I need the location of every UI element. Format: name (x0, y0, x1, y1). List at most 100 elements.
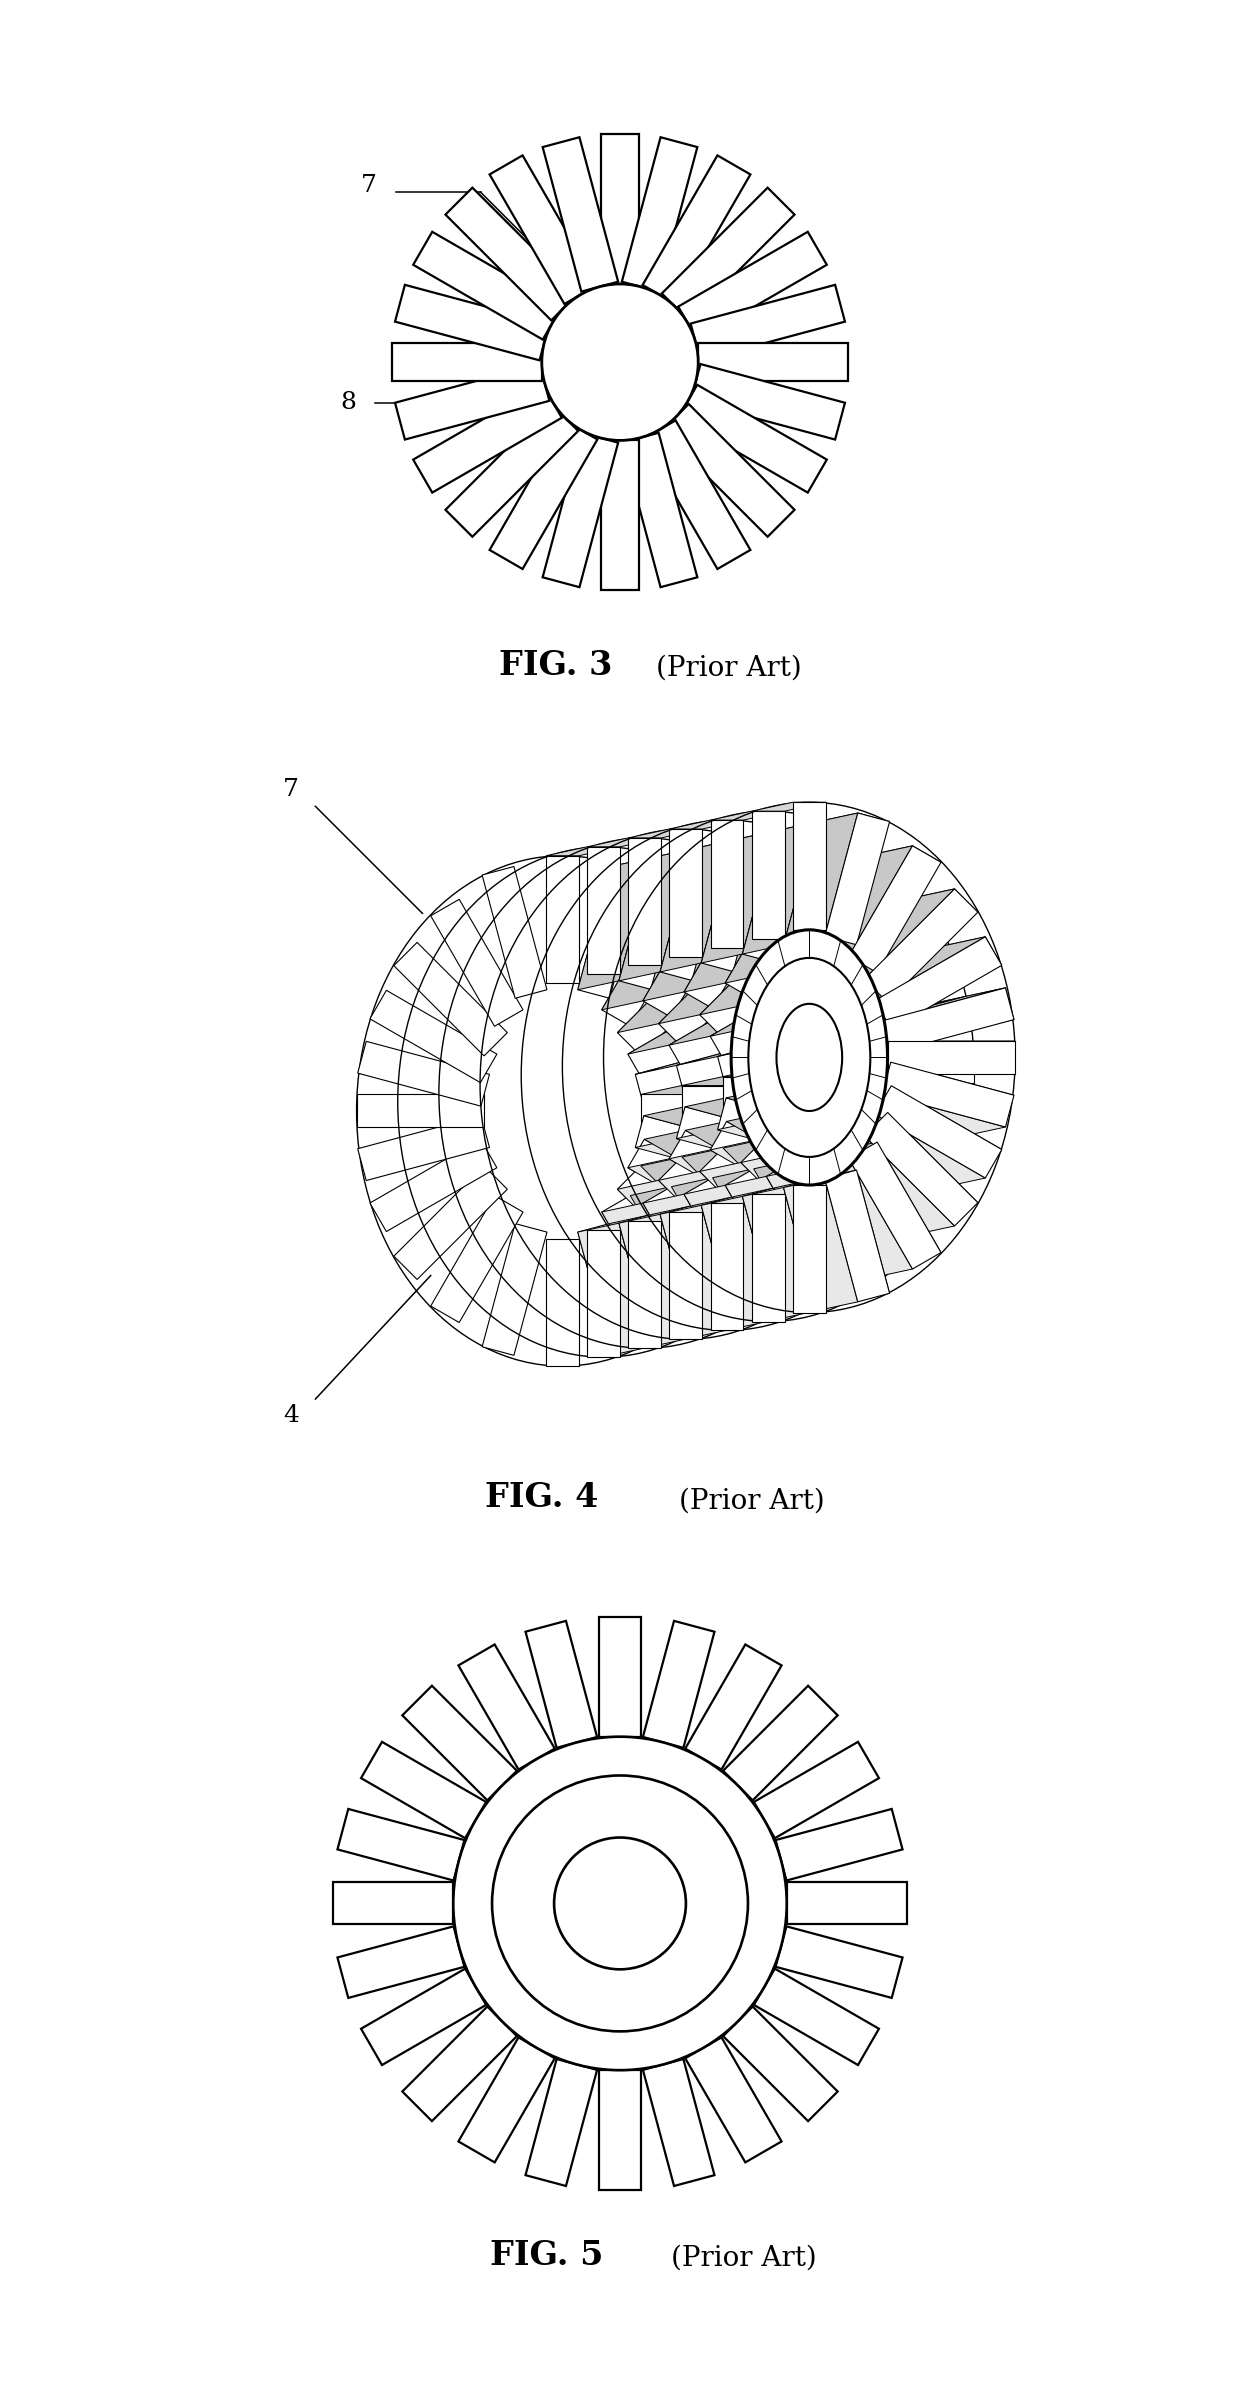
Polygon shape (578, 1224, 642, 1355)
Polygon shape (841, 1014, 890, 1055)
Polygon shape (678, 384, 827, 492)
Polygon shape (754, 1160, 858, 1279)
Polygon shape (782, 1131, 895, 1243)
Polygon shape (660, 840, 734, 971)
Polygon shape (768, 1105, 920, 1176)
Polygon shape (699, 923, 813, 1038)
Polygon shape (733, 1188, 807, 1319)
Polygon shape (823, 890, 955, 988)
Polygon shape (711, 811, 785, 821)
Polygon shape (601, 1195, 694, 1322)
Polygon shape (805, 1059, 932, 1093)
Polygon shape (823, 897, 936, 1012)
Polygon shape (361, 1742, 486, 1837)
Polygon shape (782, 897, 914, 997)
Polygon shape (734, 830, 807, 849)
Polygon shape (792, 1186, 826, 1312)
Polygon shape (751, 964, 878, 1057)
Polygon shape (658, 1172, 790, 1269)
Polygon shape (370, 1138, 497, 1231)
Polygon shape (684, 873, 789, 993)
Polygon shape (872, 897, 936, 931)
Polygon shape (670, 981, 796, 1074)
Polygon shape (776, 1809, 903, 1880)
Polygon shape (792, 954, 920, 1047)
Polygon shape (699, 1162, 831, 1262)
Polygon shape (578, 866, 642, 997)
Polygon shape (862, 954, 920, 993)
Circle shape (542, 284, 698, 441)
Polygon shape (784, 821, 848, 954)
Polygon shape (766, 854, 872, 973)
Text: 7: 7 (361, 174, 376, 198)
Polygon shape (768, 1081, 931, 1121)
Text: FIG. 5: FIG. 5 (490, 2238, 603, 2271)
Polygon shape (718, 1014, 882, 1057)
Polygon shape (621, 432, 697, 587)
Polygon shape (671, 1179, 776, 1298)
Ellipse shape (776, 1005, 842, 1112)
Polygon shape (699, 1148, 813, 1262)
Polygon shape (677, 1129, 841, 1172)
Polygon shape (619, 1214, 683, 1346)
Polygon shape (754, 1742, 879, 1837)
Polygon shape (334, 1883, 454, 1926)
Polygon shape (782, 1145, 914, 1243)
Polygon shape (711, 964, 862, 1036)
Polygon shape (402, 1687, 517, 1801)
Text: 7: 7 (283, 778, 299, 802)
Polygon shape (619, 1214, 693, 1346)
Polygon shape (749, 923, 813, 957)
Polygon shape (789, 864, 858, 890)
Polygon shape (805, 1050, 973, 1059)
Polygon shape (670, 1150, 821, 1222)
Polygon shape (610, 1214, 683, 1346)
Polygon shape (445, 188, 578, 320)
Polygon shape (718, 1024, 849, 1088)
Polygon shape (702, 1198, 766, 1329)
Polygon shape (546, 857, 579, 983)
Polygon shape (759, 1112, 923, 1155)
Polygon shape (678, 231, 827, 339)
Polygon shape (807, 1160, 913, 1279)
Polygon shape (490, 155, 598, 303)
Polygon shape (699, 916, 831, 1014)
Ellipse shape (748, 957, 870, 1157)
Polygon shape (482, 1224, 547, 1355)
Polygon shape (526, 1620, 598, 1749)
Polygon shape (751, 1131, 903, 1205)
Polygon shape (759, 1088, 890, 1155)
Polygon shape (740, 907, 872, 1007)
Polygon shape (833, 945, 961, 1038)
Polygon shape (357, 1117, 490, 1181)
Polygon shape (644, 1107, 808, 1148)
Polygon shape (686, 1644, 781, 1770)
Polygon shape (841, 997, 973, 1062)
Polygon shape (816, 1169, 889, 1303)
Polygon shape (754, 1968, 879, 2064)
Text: 4: 4 (345, 1961, 361, 1985)
Polygon shape (396, 284, 549, 360)
Polygon shape (833, 1095, 961, 1186)
Polygon shape (751, 811, 785, 938)
Polygon shape (836, 1143, 941, 1262)
Polygon shape (684, 1098, 849, 1141)
Polygon shape (792, 945, 944, 1019)
Polygon shape (627, 1160, 780, 1231)
Polygon shape (792, 1105, 920, 1195)
Polygon shape (707, 880, 776, 907)
Polygon shape (800, 1102, 965, 1145)
Text: FIG. 3: FIG. 3 (498, 649, 613, 682)
Polygon shape (821, 964, 878, 1002)
Polygon shape (618, 1181, 749, 1279)
Polygon shape (642, 1186, 735, 1315)
Polygon shape (723, 2007, 838, 2121)
Polygon shape (629, 828, 702, 837)
Polygon shape (743, 1188, 807, 1319)
Polygon shape (774, 1179, 848, 1312)
Polygon shape (641, 1157, 773, 1255)
Polygon shape (882, 1062, 1014, 1126)
Polygon shape (660, 849, 725, 981)
Polygon shape (723, 1067, 892, 1076)
Polygon shape (764, 1067, 892, 1100)
